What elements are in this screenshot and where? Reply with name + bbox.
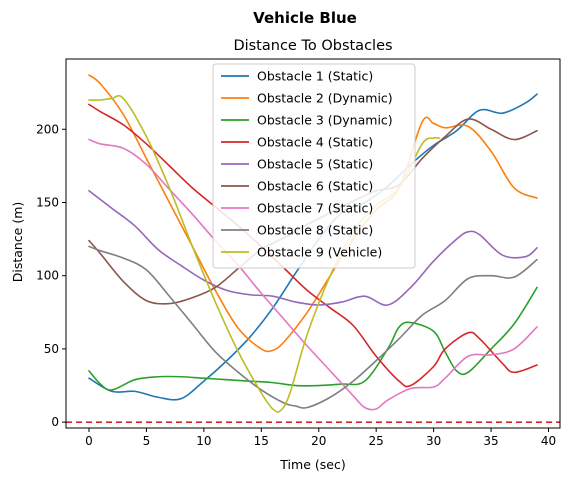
legend-label-4: Obstacle 4 (Static) <box>257 135 373 150</box>
legend: Obstacle 1 (Static) Obstacle 2 (Dynamic) O… <box>212 63 416 269</box>
x-tick-label: 30 <box>426 434 441 448</box>
chart-title: Distance To Obstacles <box>233 38 392 54</box>
plot-frame <box>65 58 561 429</box>
series-line-7 <box>88 138 538 411</box>
y-tick-label: 150 <box>36 196 59 210</box>
x-tick-label: 10 <box>196 434 211 448</box>
legend-label-3: Obstacle 3 (Dynamic) <box>257 113 393 128</box>
x-tick-label: 20 <box>311 434 326 448</box>
legend-label-7: Obstacle 7 (Static) <box>257 201 373 216</box>
x-tick-label: 25 <box>369 434 384 448</box>
y-tick-label: 100 <box>36 269 59 283</box>
series-line-2 <box>88 74 538 353</box>
y-tick-label: 200 <box>36 122 59 136</box>
x-tick-label: 35 <box>483 434 498 448</box>
y-tick-label: 0 <box>51 415 59 429</box>
chart-suptitle: Vehicle Blue <box>253 9 357 27</box>
plot-area: 0 5 10 15 20 25 30 35 40 0 50 100 150 200 Obstacle 1 (… <box>36 58 561 448</box>
legend-label-2: Obstacle 2 (Dynamic) <box>257 91 393 106</box>
legend-label-6: Obstacle 6 (Static) <box>257 179 373 194</box>
y-axis-label: Distance (m) <box>10 202 25 283</box>
x-tick-label: 5 <box>143 434 151 448</box>
legend-label-1: Obstacle 1 (Static) <box>257 69 373 84</box>
x-tick-label: 0 <box>85 434 93 448</box>
series-line-4 <box>88 103 538 388</box>
legend-label-8: Obstacle 8 (Static) <box>257 223 373 238</box>
series-line-3 <box>88 286 538 391</box>
legend-label-5: Obstacle 5 (Static) <box>257 157 373 172</box>
x-tick-label: 40 <box>541 434 556 448</box>
series-line-5 <box>88 189 538 306</box>
legend-box <box>212 63 416 269</box>
x-tick-label: 15 <box>254 434 269 448</box>
y-tick-label: 50 <box>44 342 59 356</box>
series-line-8 <box>88 245 538 409</box>
x-axis-label: Time (sec) <box>279 457 345 472</box>
legend-label-9: Obstacle 9 (Vehicle) <box>257 245 382 260</box>
